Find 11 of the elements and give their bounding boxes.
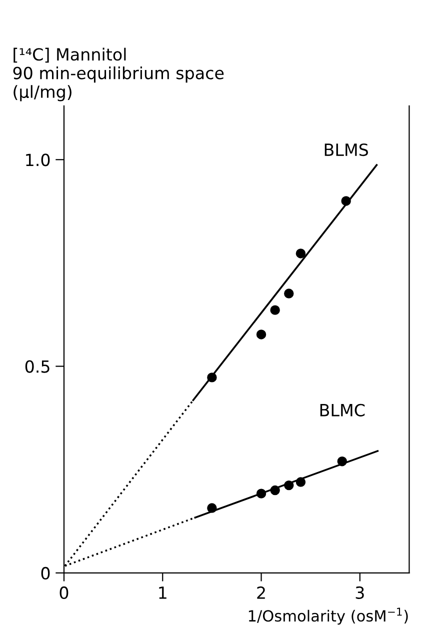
x-tick-label: 1 [159,586,166,599]
text: BLMS [324,143,368,156]
y-tick-label: 1.0 [26,154,50,166]
y-axis-title: [¹⁴C] Mannitol 90 min-equilibrium space (µl/mg) [13,48,224,102]
y-tick-label: 0.5 [25,360,50,373]
text: BLMC [320,404,365,416]
x-axis-title: 1/Osmolarity (osM$^{−1}$) [248,608,408,625]
x-tick-label: 3 [356,586,364,600]
y-tick-label: 0 [41,566,50,580]
x-tick-label: 0 [60,586,68,600]
x-tick-label: 2 [257,586,265,599]
